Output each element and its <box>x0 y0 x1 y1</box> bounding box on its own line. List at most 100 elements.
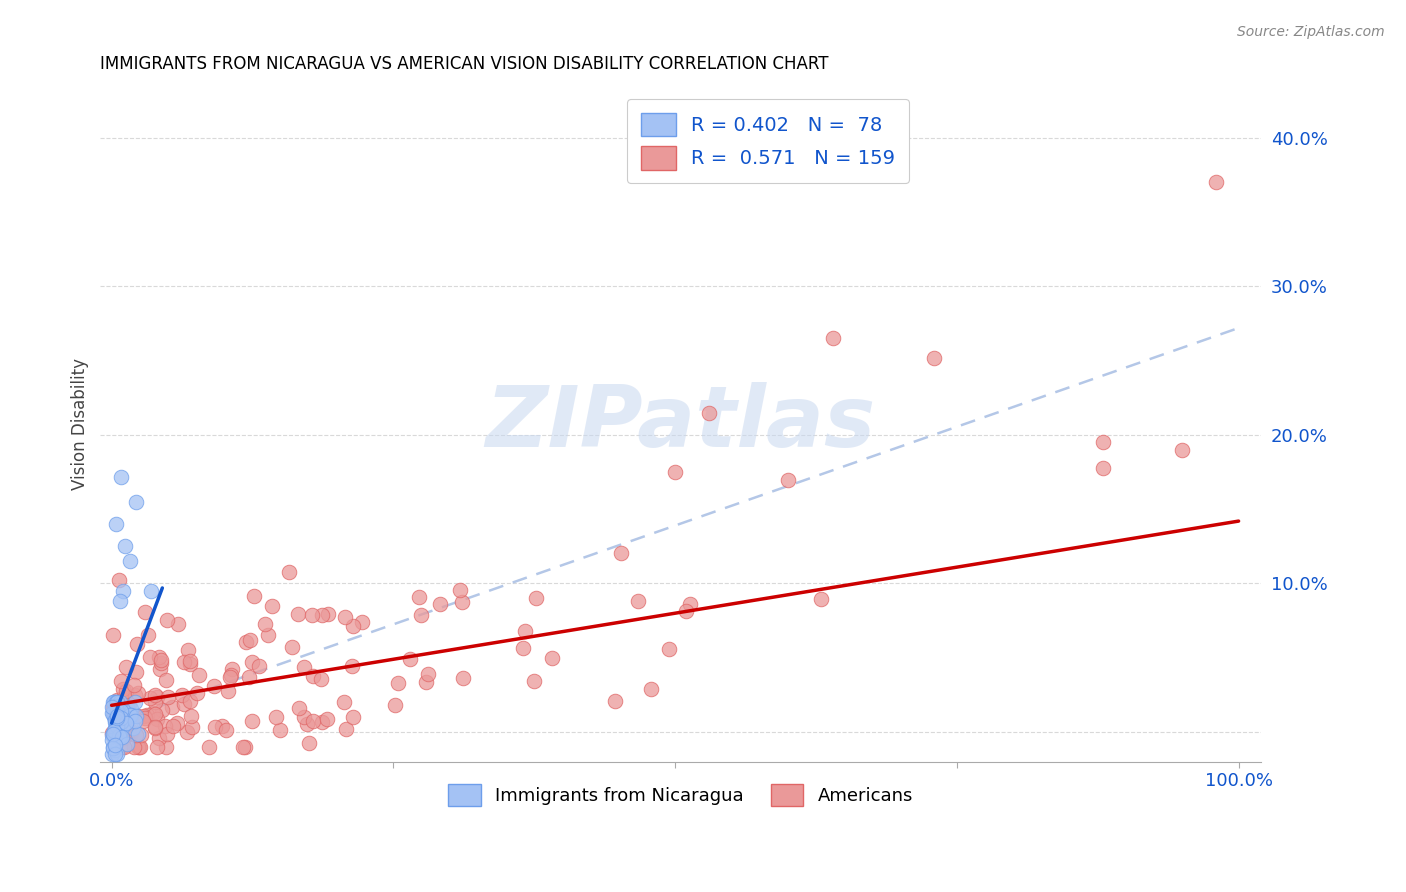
Point <box>153 719 176 733</box>
Point <box>810 592 832 607</box>
Point <box>112 739 135 754</box>
Point <box>292 659 315 673</box>
Point <box>125 495 148 509</box>
Point <box>181 720 204 734</box>
Point <box>115 716 138 731</box>
Point <box>105 708 128 723</box>
Point <box>134 711 156 725</box>
Point <box>107 714 129 728</box>
Point <box>219 670 242 684</box>
Point <box>239 632 262 647</box>
Point <box>104 714 127 729</box>
Point <box>297 716 319 731</box>
Point <box>1092 460 1115 475</box>
Point <box>214 723 236 737</box>
Point <box>162 719 184 733</box>
Text: Source: ZipAtlas.com: Source: ZipAtlas.com <box>1237 25 1385 39</box>
Point <box>128 739 150 754</box>
Point <box>136 708 159 723</box>
Point <box>148 662 170 676</box>
Point <box>148 731 170 746</box>
Point <box>122 739 145 754</box>
Point <box>112 681 135 696</box>
Point <box>451 672 474 686</box>
Point <box>103 695 125 709</box>
Point <box>603 694 626 708</box>
Point <box>108 729 131 743</box>
Point <box>120 724 142 739</box>
Point <box>332 695 354 709</box>
Point <box>429 598 451 612</box>
Point <box>301 608 323 623</box>
Point <box>311 715 333 730</box>
Point <box>278 565 301 579</box>
Point <box>111 714 134 729</box>
Point <box>821 331 844 345</box>
Point <box>108 723 131 737</box>
Point <box>105 517 128 532</box>
Point <box>103 747 125 762</box>
Point <box>127 686 149 700</box>
Point <box>188 668 211 682</box>
Point <box>146 690 169 705</box>
Point <box>105 711 128 725</box>
Point <box>111 583 134 598</box>
Point <box>243 589 266 603</box>
Point <box>125 709 148 723</box>
Point <box>176 725 198 739</box>
Point <box>238 670 260 684</box>
Point <box>107 709 129 723</box>
Point <box>1205 175 1227 189</box>
Point <box>115 659 138 673</box>
Point <box>105 722 128 736</box>
Point <box>411 607 433 622</box>
Point <box>101 727 124 741</box>
Point <box>103 708 125 723</box>
Point <box>104 721 127 735</box>
Point <box>132 714 155 728</box>
Point <box>115 711 138 725</box>
Point <box>100 732 122 747</box>
Point <box>292 710 315 724</box>
Point <box>118 723 141 738</box>
Point <box>1171 442 1194 457</box>
Point <box>105 726 128 740</box>
Point <box>202 679 225 693</box>
Point <box>103 713 125 727</box>
Point <box>107 695 129 709</box>
Legend: Immigrants from Nicaragua, Americans: Immigrants from Nicaragua, Americans <box>441 777 921 814</box>
Point <box>112 690 135 704</box>
Point <box>124 714 146 728</box>
Point <box>101 741 124 756</box>
Point <box>342 710 364 724</box>
Point <box>139 583 162 598</box>
Point <box>107 706 129 720</box>
Point <box>110 711 132 725</box>
Point <box>302 714 325 728</box>
Point <box>143 694 166 708</box>
Point <box>104 698 127 713</box>
Point <box>316 712 339 726</box>
Point <box>115 700 138 714</box>
Point <box>524 591 547 606</box>
Point <box>156 613 179 627</box>
Point <box>107 710 129 724</box>
Point <box>186 686 208 700</box>
Point <box>264 710 287 724</box>
Point <box>232 739 254 754</box>
Point <box>219 668 242 682</box>
Point <box>143 721 166 735</box>
Point <box>155 673 177 687</box>
Point <box>664 465 686 479</box>
Point <box>114 714 136 729</box>
Point <box>131 728 153 742</box>
Point <box>924 351 946 365</box>
Point <box>179 657 201 672</box>
Point <box>124 695 146 709</box>
Point <box>105 723 128 737</box>
Point <box>399 652 422 666</box>
Point <box>104 743 127 757</box>
Point <box>136 628 159 642</box>
Point <box>125 637 148 651</box>
Point <box>170 688 193 702</box>
